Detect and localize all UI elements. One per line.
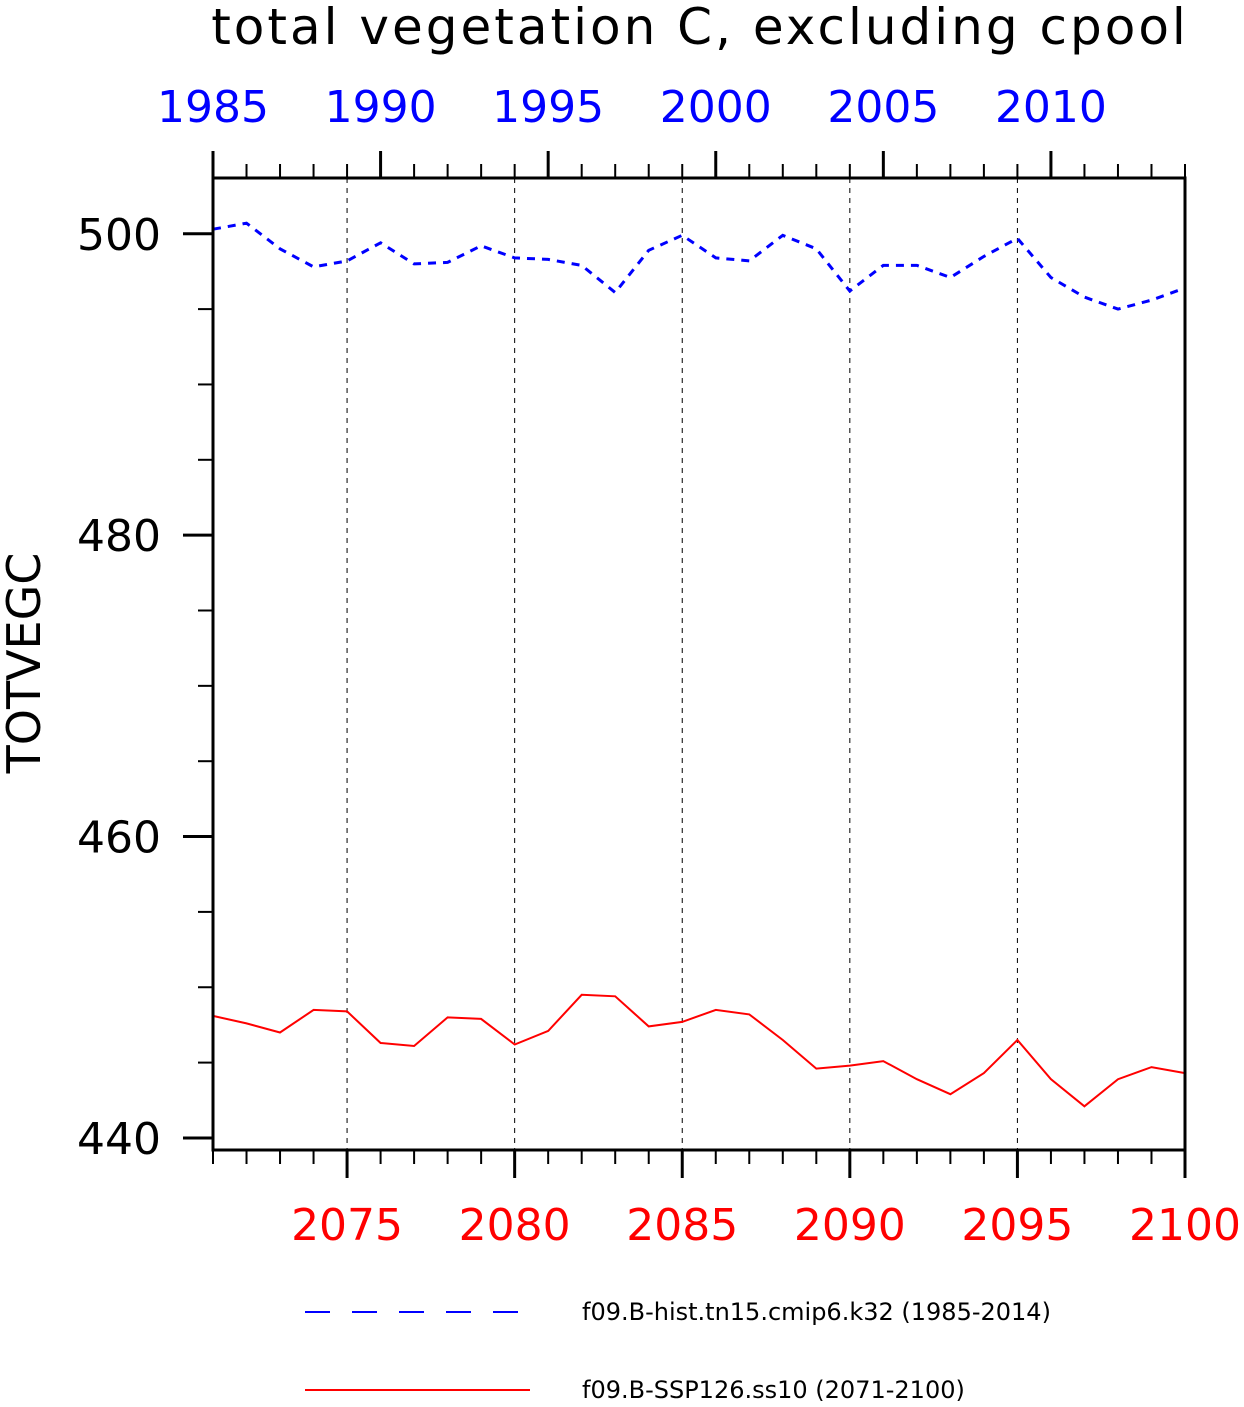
bottom-tick-label: 2085 — [626, 1200, 738, 1251]
series-line-ssp — [212, 993, 1186, 1108]
bottom-tick-label: 2080 — [459, 1200, 571, 1251]
top-tick-label: 2005 — [827, 82, 939, 133]
y-tick-label: 460 — [77, 813, 161, 864]
top-tick-label: 2010 — [995, 82, 1107, 133]
top-tick-label: 2000 — [660, 82, 772, 133]
series-lines — [212, 221, 1186, 1108]
legend: f09.B-hist.tn15.cmip6.k32 (1985-2014) f0… — [305, 1298, 1051, 1404]
bottom-tick-label: 2090 — [794, 1200, 906, 1251]
y-axis-label: TOTVEGC — [0, 553, 51, 775]
bottom-tick-label: 2075 — [291, 1200, 403, 1251]
y-tick-label: 500 — [77, 210, 161, 261]
y-tick-label: 480 — [77, 511, 161, 562]
top-x-axis: 1985 1990 1995 2000 2005 2010 — [157, 82, 1186, 178]
y-axis: 440 460 480 500 — [77, 210, 213, 1165]
y-tick-label: 440 — [77, 1114, 161, 1165]
legend-label-hist: f09.B-hist.tn15.cmip6.k32 (1985-2014) — [582, 1298, 1051, 1326]
top-tick-label: 1990 — [325, 82, 437, 133]
legend-label-ssp: f09.B-SSP126.ss10 (2071-2100) — [582, 1376, 965, 1404]
plot-frame — [211, 176, 1187, 1152]
series-line-hist — [212, 221, 1186, 311]
bottom-tick-label: 2100 — [1129, 1200, 1241, 1251]
top-tick-label: 1985 — [157, 82, 269, 133]
bottom-tick-label: 2095 — [961, 1200, 1073, 1251]
bottom-x-axis: 2075 2080 2085 2090 2095 2100 — [212, 1150, 1241, 1251]
chart-title: total vegetation C, excluding cpool — [211, 0, 1189, 56]
vertical-grid — [346, 178, 1018, 1150]
top-tick-label: 1995 — [492, 82, 604, 133]
